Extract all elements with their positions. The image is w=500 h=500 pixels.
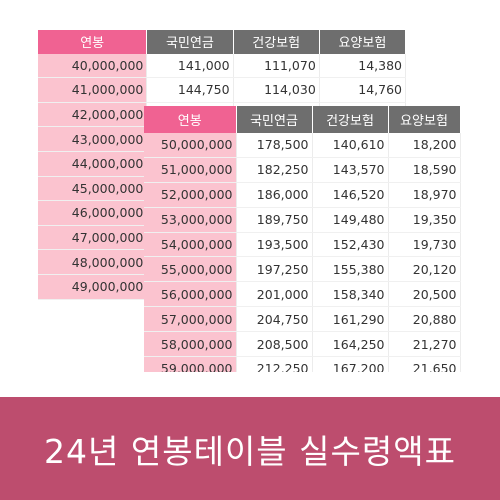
table-row: 53,000,000 189,750 149,480 19,350 [144,207,461,233]
value-cell: 140,610 [312,133,389,158]
header-national-pension: 국민연금 [146,30,234,54]
value-cell: 146,520 [312,182,389,208]
value-cell: 18,970 [388,182,461,208]
value-cell: 208,500 [236,331,313,358]
salary-cell: 48,000,000 [38,249,148,275]
header-national-pension: 국민연금 [236,106,313,133]
value-cell: 178,500 [236,133,313,158]
value-cell: 18,590 [388,157,461,183]
value-cell: 141,000 [146,53,234,79]
header-salary: 연봉 [144,106,237,133]
salary-cell: 51,000,000 [144,157,237,183]
salary-cell: 49,000,000 [38,274,148,300]
value-cell: 155,380 [312,256,389,283]
value-cell: 14,760 [319,77,407,103]
table-row: 58,000,000 208,500 164,250 21,270 [144,331,461,358]
value-cell: 144,750 [146,77,234,103]
front-table-clip: 연봉 국민연금 건강보험 요양보험 50,000,000 178,500 140,6… [144,106,464,372]
value-cell: 20,500 [388,281,461,308]
value-cell: 20,880 [388,306,461,333]
header-salary: 연봉 [38,30,148,54]
salary-cell: 50,000,000 [144,133,237,158]
value-cell: 204,750 [236,306,313,333]
value-cell: 21,650 [388,356,461,372]
salary-cell: 54,000,000 [144,232,237,258]
value-cell: 114,030 [233,77,320,103]
value-cell: 143,570 [312,157,389,183]
table-row: 57,000,000 204,750 161,290 20,880 [144,306,461,333]
table-header-row: 연봉 국민연금 건강보험 요양보험 [144,106,461,133]
table-row: 59,000,000 212,250 167,200 21,650 [144,356,461,372]
value-cell: 201,000 [236,281,313,308]
value-cell: 167,200 [312,356,389,372]
value-cell: 111,070 [233,53,320,79]
table-row: 41,000,000 144,750 114,030 14,760 [38,77,407,103]
salary-cell: 58,000,000 [144,331,237,358]
salary-cell: 56,000,000 [144,281,237,308]
value-cell: 14,380 [319,53,407,79]
salary-cell: 57,000,000 [144,306,237,333]
salary-cell: 43,000,000 [38,126,148,152]
value-cell: 21,270 [388,331,461,358]
salary-table-front: 연봉 국민연금 건강보험 요양보험 50,000,000 178,500 140,6… [144,106,461,372]
value-cell: 164,250 [312,331,389,358]
table-body: 50,000,000 178,500 140,610 18,200 51,000,000… [144,133,461,372]
salary-cell: 44,000,000 [38,151,148,177]
salary-cell: 40,000,000 [38,53,148,79]
value-cell: 20,120 [388,256,461,283]
value-cell: 193,500 [236,232,313,258]
value-cell: 182,250 [236,157,313,183]
table-row: 54,000,000 193,500 152,430 19,730 [144,232,461,258]
value-cell: 197,250 [236,256,313,283]
value-cell: 19,730 [388,232,461,258]
value-cell: 189,750 [236,207,313,233]
banner-title: 24년 연봉테이블 실수령액표 [44,431,456,471]
value-cell: 149,480 [312,207,389,233]
salary-cell: 47,000,000 [38,225,148,251]
table-row: 40,000,000 141,000 111,070 14,380 [38,53,407,79]
table-header-row: 연봉 국민연금 건강보험 요양보험 [38,30,407,54]
table-row: 51,000,000 182,250 143,570 18,590 [144,157,461,183]
value-cell: 212,250 [236,356,313,372]
header-care-insurance: 요양보험 [319,30,407,54]
salary-cell: 45,000,000 [38,176,148,202]
salary-cell: 59,000,000 [144,356,237,372]
value-cell: 18,200 [388,133,461,158]
header-health-insurance: 건강보험 [233,30,320,54]
value-cell: 19,350 [388,207,461,233]
table-row: 52,000,000 186,000 146,520 18,970 [144,182,461,208]
value-cell: 186,000 [236,182,313,208]
value-cell: 152,430 [312,232,389,258]
table-row: 55,000,000 197,250 155,380 20,120 [144,256,461,283]
header-health-insurance: 건강보험 [312,106,389,133]
salary-cell: 46,000,000 [38,200,148,226]
salary-cell: 55,000,000 [144,256,237,283]
header-care-insurance: 요양보험 [388,106,461,133]
salary-cell: 53,000,000 [144,207,237,233]
table-row: 50,000,000 178,500 140,610 18,200 [144,133,461,158]
title-banner: 24년 연봉테이블 실수령액표 [0,397,500,500]
salary-cell: 52,000,000 [144,182,237,208]
salary-cell: 41,000,000 [38,77,148,103]
table-row: 56,000,000 201,000 158,340 20,500 [144,281,461,308]
value-cell: 158,340 [312,281,389,308]
value-cell: 161,290 [312,306,389,333]
salary-cell: 42,000,000 [38,102,148,128]
